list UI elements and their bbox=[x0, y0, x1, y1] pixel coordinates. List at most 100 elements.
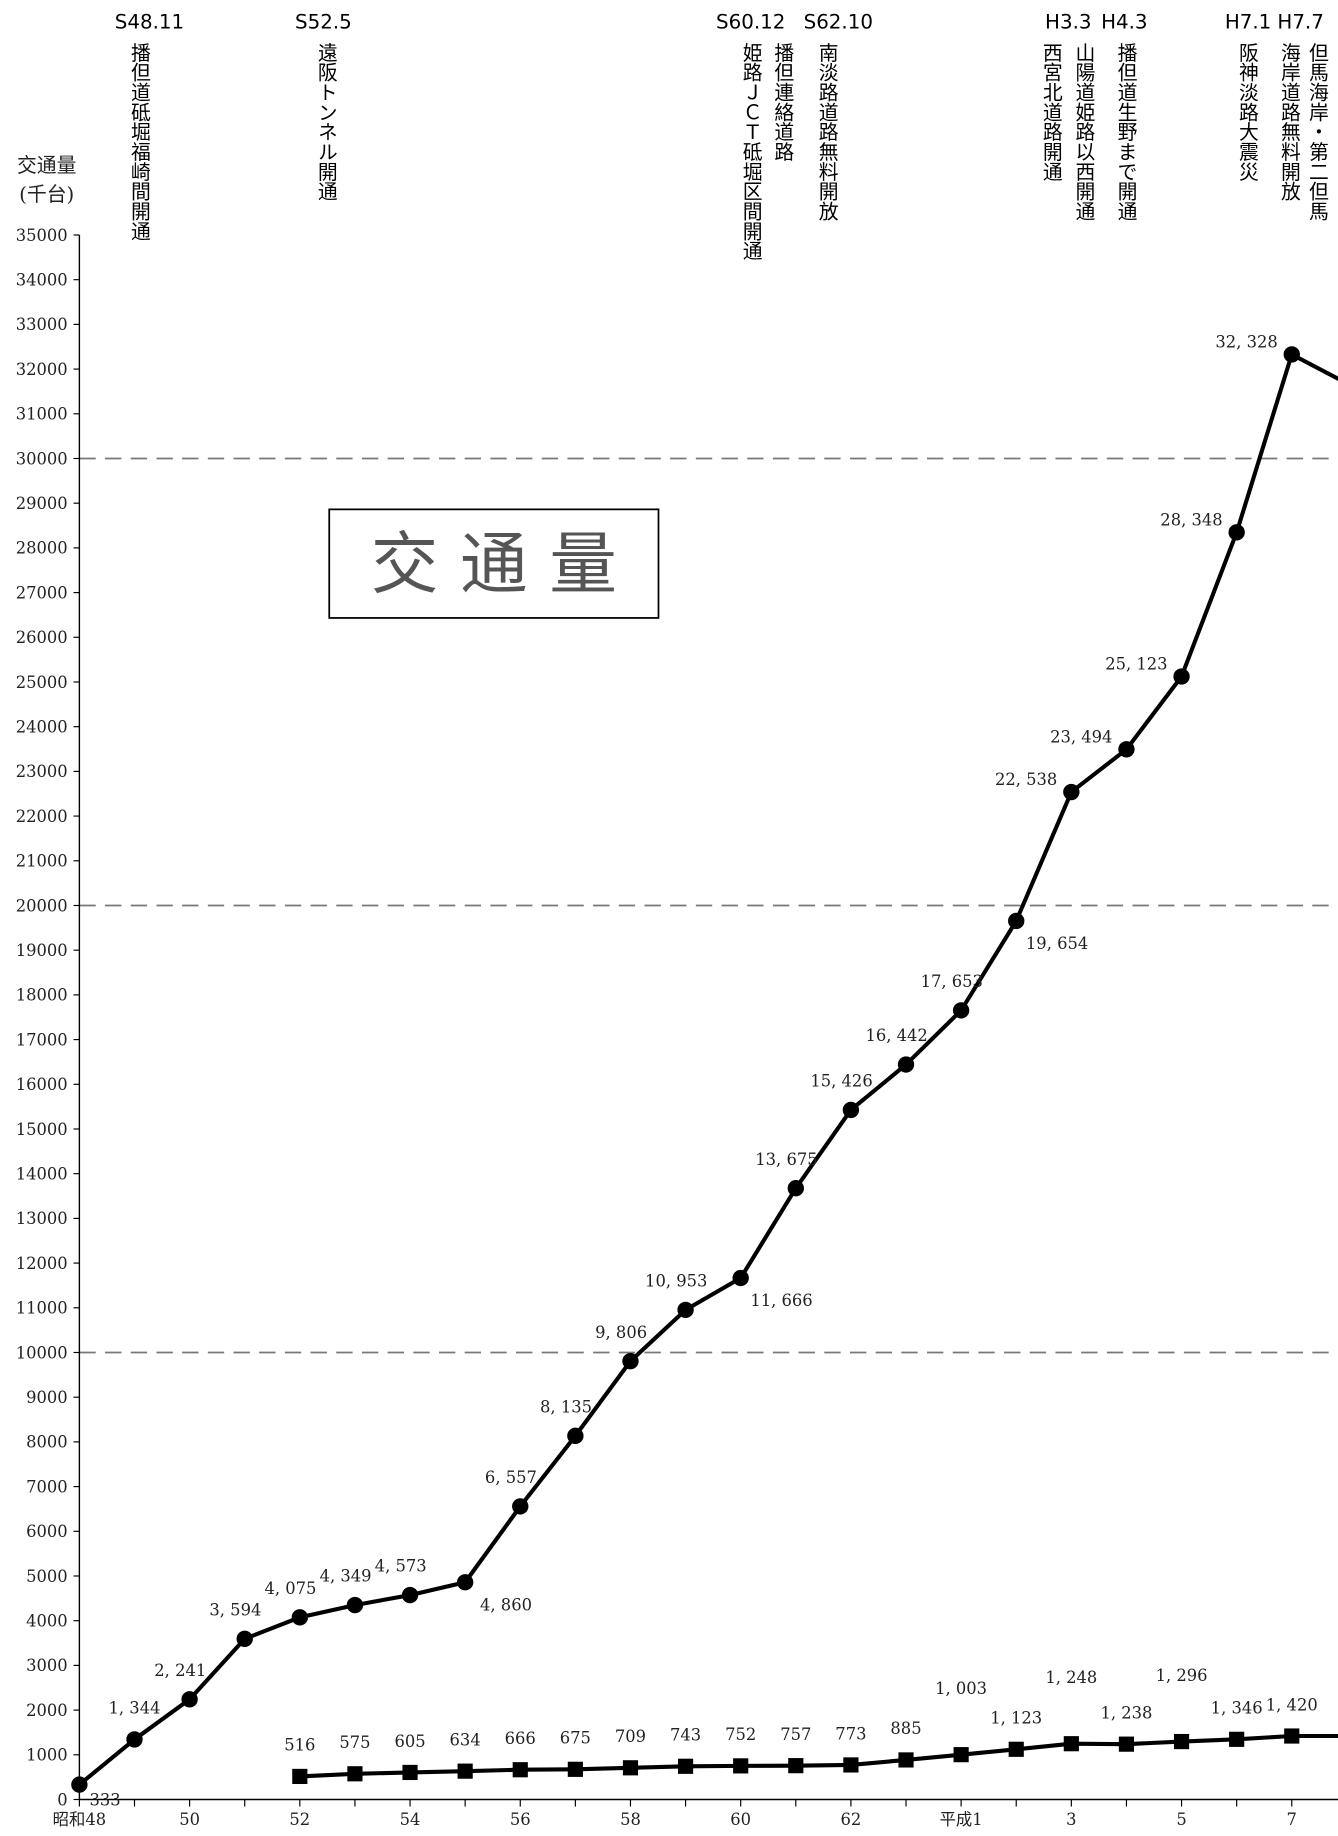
data-point bbox=[842, 1101, 860, 1119]
data-point bbox=[457, 1763, 473, 1779]
data-point bbox=[897, 1056, 915, 1073]
data-point bbox=[71, 1776, 88, 1793]
series-line bbox=[299, 1733, 1338, 1779]
data-point bbox=[898, 1752, 914, 1768]
data-label: 4, 349 bbox=[320, 1567, 372, 1586]
data-label: 22, 538 bbox=[995, 770, 1057, 789]
annotation-text: 阪神淡路大震災 bbox=[1235, 42, 1258, 181]
data-label: 9, 806 bbox=[595, 1323, 647, 1342]
x-tick-label: 60 bbox=[730, 1810, 751, 1829]
data-label: 2, 241 bbox=[154, 1661, 206, 1680]
data-point bbox=[347, 1766, 363, 1782]
y-tick-label: 22000 bbox=[16, 807, 68, 826]
data-point bbox=[1284, 1728, 1300, 1744]
annotation-date: S60.12 bbox=[716, 10, 785, 33]
annotation-date: H7.1 bbox=[1225, 10, 1271, 33]
data-label: 757 bbox=[780, 1725, 811, 1744]
y-axis-label: (千台) bbox=[19, 183, 74, 206]
data-point bbox=[787, 1180, 804, 1197]
annotation-date: S52.5 bbox=[295, 10, 352, 33]
y-tick-label: 3000 bbox=[26, 1656, 68, 1675]
y-tick-label: 2000 bbox=[26, 1701, 68, 1720]
x-tick-label: 62 bbox=[841, 1810, 862, 1829]
data-label: 1, 346 bbox=[1211, 1699, 1263, 1718]
data-label: 666 bbox=[505, 1729, 536, 1748]
data-label: 32, 328 bbox=[1215, 332, 1277, 351]
y-tick-label: 14000 bbox=[16, 1165, 68, 1184]
data-label: 1, 248 bbox=[1045, 1668, 1097, 1687]
y-tick-label: 15000 bbox=[16, 1120, 68, 1139]
annotation-date: S62.10 bbox=[804, 10, 873, 33]
y-tick-label: 32000 bbox=[16, 360, 68, 379]
data-point bbox=[401, 1586, 419, 1604]
data-point bbox=[1173, 668, 1190, 685]
x-tick-label: 52 bbox=[289, 1810, 310, 1829]
y-tick-label: 5000 bbox=[26, 1567, 68, 1586]
data-label: 13, 675 bbox=[755, 1150, 817, 1169]
data-label: 17, 653 bbox=[921, 972, 983, 991]
y-tick-label: 9000 bbox=[26, 1388, 68, 1407]
annotation-date: S48.11 bbox=[115, 10, 184, 33]
annotation-text: 西宮北道路開通 bbox=[1039, 42, 1062, 181]
data-point bbox=[292, 1768, 308, 1785]
y-tick-label: 10000 bbox=[16, 1343, 68, 1362]
y-tick-label: 20000 bbox=[16, 896, 68, 915]
data-point bbox=[622, 1352, 639, 1370]
data-point bbox=[456, 1574, 474, 1591]
data-point bbox=[1118, 741, 1135, 758]
data-label: 10, 953 bbox=[645, 1272, 707, 1291]
y-tick-label: 11000 bbox=[16, 1299, 68, 1318]
x-tick-label: 54 bbox=[400, 1810, 421, 1829]
data-point bbox=[843, 1757, 859, 1773]
y-tick-label: 19000 bbox=[16, 941, 68, 960]
data-label: 4, 075 bbox=[265, 1579, 317, 1598]
y-tick-label: 25000 bbox=[16, 673, 68, 692]
y-tick-label: 35000 bbox=[16, 226, 68, 245]
data-point bbox=[1063, 1736, 1079, 1752]
y-axis-label: 交通量 bbox=[17, 154, 76, 177]
data-point bbox=[567, 1427, 584, 1445]
y-tick-label: 23000 bbox=[16, 762, 68, 781]
series-line bbox=[78, 351, 1338, 1787]
data-point bbox=[1228, 524, 1245, 541]
y-tick-label: 34000 bbox=[16, 271, 68, 290]
data-label: 575 bbox=[339, 1733, 370, 1752]
data-point bbox=[512, 1498, 529, 1515]
data-point bbox=[1283, 346, 1300, 363]
data-label: 634 bbox=[450, 1730, 481, 1749]
x-tick-label: 昭和48 bbox=[53, 1810, 106, 1829]
y-tick-label: 13000 bbox=[16, 1209, 68, 1228]
data-point bbox=[567, 1761, 583, 1777]
data-point bbox=[677, 1758, 694, 1774]
y-tick-label: 31000 bbox=[16, 405, 68, 424]
data-label: 773 bbox=[835, 1724, 866, 1743]
data-label: 4, 860 bbox=[480, 1595, 532, 1614]
data-label: 15, 426 bbox=[810, 1072, 872, 1091]
data-point bbox=[1229, 1731, 1245, 1747]
inset-title: 交 通 量 bbox=[371, 525, 617, 604]
x-tick-label: 7 bbox=[1287, 1810, 1297, 1829]
y-tick-label: 24000 bbox=[16, 718, 68, 737]
data-point bbox=[512, 1762, 528, 1778]
data-label: 1, 420 bbox=[1266, 1695, 1318, 1714]
data-label: 605 bbox=[394, 1732, 425, 1751]
y-tick-label: 18000 bbox=[16, 986, 68, 1005]
data-label: 709 bbox=[615, 1727, 646, 1746]
y-tick-label: 1000 bbox=[26, 1746, 68, 1765]
annotation-text: 播但道生野まで開通 bbox=[1114, 42, 1137, 221]
x-tick-label: 平成1 bbox=[940, 1810, 983, 1829]
data-label: 675 bbox=[560, 1729, 591, 1748]
data-point bbox=[733, 1758, 749, 1774]
annotation-text: 南淡路道路無料開放 bbox=[815, 42, 838, 221]
data-point bbox=[181, 1691, 198, 1708]
y-tick-label: 6000 bbox=[26, 1522, 68, 1541]
data-point bbox=[677, 1301, 694, 1319]
x-tick-label: 56 bbox=[510, 1810, 531, 1829]
data-label: 16, 442 bbox=[866, 1026, 928, 1045]
data-label: 11, 666 bbox=[750, 1291, 812, 1310]
y-tick-label: 17000 bbox=[16, 1030, 68, 1049]
data-point bbox=[1173, 1733, 1190, 1750]
x-tick-label: 3 bbox=[1066, 1810, 1076, 1829]
annotation-date: H3.3 bbox=[1045, 10, 1091, 33]
